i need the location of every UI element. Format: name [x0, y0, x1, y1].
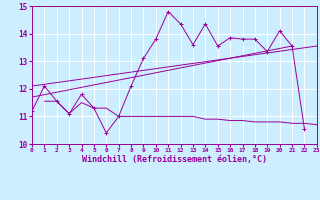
- X-axis label: Windchill (Refroidissement éolien,°C): Windchill (Refroidissement éolien,°C): [82, 155, 267, 164]
